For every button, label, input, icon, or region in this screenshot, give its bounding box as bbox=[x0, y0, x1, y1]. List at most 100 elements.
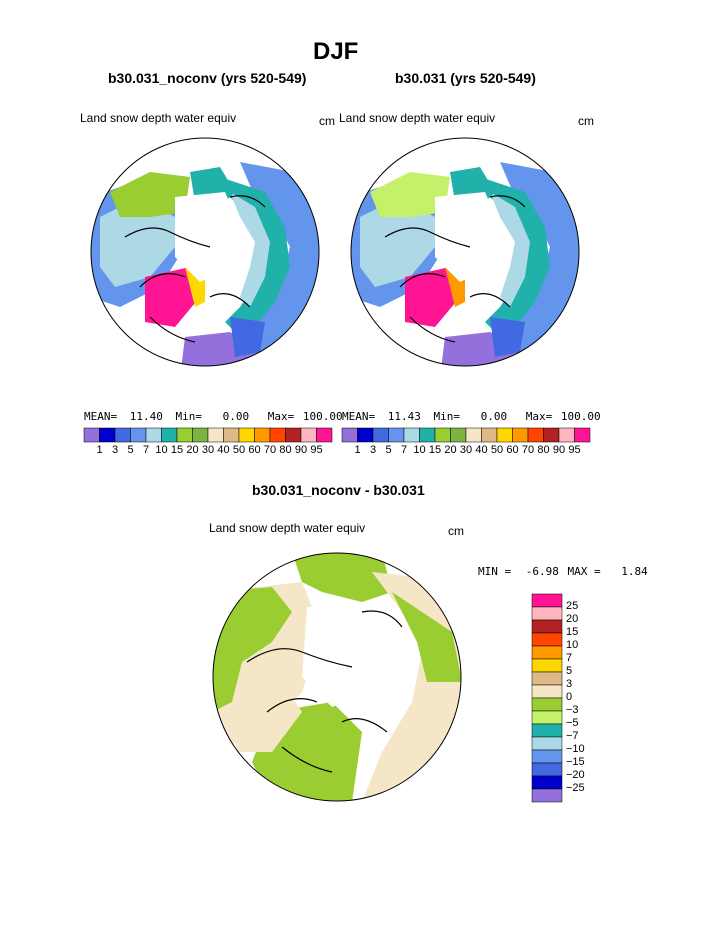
panel1-case-label: b30.031_noconv (yrs 520-549) bbox=[108, 70, 307, 86]
colorbar-label: 20 bbox=[566, 613, 579, 625]
snow-region-northwest bbox=[370, 172, 450, 217]
snow-region-inner-east bbox=[480, 177, 550, 337]
snow-region-west-inner bbox=[100, 197, 175, 287]
colorbar-label: 70 bbox=[263, 444, 277, 456]
colorbar-label: 10 bbox=[566, 639, 579, 651]
colorbar-swatch bbox=[481, 427, 498, 443]
snow-region-west-inner bbox=[360, 197, 435, 287]
colorbar-label: 60 bbox=[506, 444, 519, 456]
panel3-max-value: 1.84 bbox=[621, 565, 648, 578]
colorbar-swatch bbox=[531, 736, 563, 751]
panel2-stats: MEAN= 11.43 Min= 0.00 Max= 100.00 bbox=[342, 410, 601, 423]
colorbar-swatch bbox=[531, 645, 563, 660]
colorbar-label: 1 bbox=[96, 444, 103, 456]
colorbar-label: −15 bbox=[566, 756, 585, 768]
colorbar-swatch bbox=[254, 427, 271, 443]
colorbar-swatch bbox=[341, 427, 358, 443]
colorbar-label: 90 bbox=[552, 444, 566, 456]
colorbar-label: 5 bbox=[385, 444, 392, 456]
colorbar-label: 50 bbox=[232, 444, 246, 456]
diff-region-southwest bbox=[232, 682, 302, 752]
colorbar-label: 80 bbox=[279, 444, 292, 456]
colorbar-swatch bbox=[192, 427, 209, 443]
colorbar-swatch bbox=[316, 427, 333, 443]
panel2-mean-label: MEAN= bbox=[342, 410, 376, 423]
colorbar-label: 40 bbox=[217, 444, 230, 456]
panel2-colorbar-labels: 1 3 5 7 10 15 20 30 40 50 60 70 80 90 95 bbox=[342, 444, 590, 458]
colorbar-swatch bbox=[531, 658, 563, 673]
colorbar-label: 7 bbox=[142, 444, 150, 456]
coastline bbox=[124, 195, 266, 343]
colorbar-label: 7 bbox=[400, 444, 408, 456]
colorbar-label: 20 bbox=[186, 444, 199, 456]
panel3-max-label: MAX = bbox=[567, 565, 601, 578]
panel3-min-label: MIN = bbox=[478, 565, 512, 578]
panel2-min-label: Min= bbox=[433, 410, 461, 423]
colorbar-label: 15 bbox=[170, 444, 184, 456]
colorbar-label: 80 bbox=[537, 444, 550, 456]
colorbar-label: 3 bbox=[566, 678, 573, 690]
panel2-field-label: Land snow depth water equiv bbox=[339, 111, 496, 125]
colorbar-label: 10 bbox=[155, 444, 168, 456]
colorbar-label: 25 bbox=[566, 600, 579, 612]
colorbar-swatch bbox=[531, 723, 563, 738]
panel2-max-value: 100.00 bbox=[560, 410, 601, 423]
coastline bbox=[246, 610, 403, 773]
panel1-min-label: Min= bbox=[175, 410, 203, 423]
colorbar-label: 7 bbox=[566, 652, 573, 664]
polar-map-difference bbox=[212, 552, 462, 802]
colorbar-swatch bbox=[223, 427, 240, 443]
colorbar-swatch bbox=[285, 427, 302, 443]
colorbar-label: 15 bbox=[566, 626, 579, 638]
colorbar-label: 1 bbox=[354, 444, 361, 456]
panel1-max-label: Max= bbox=[267, 410, 295, 423]
colorbar-swatch bbox=[372, 427, 389, 443]
colorbar-label: 0 bbox=[566, 691, 573, 703]
snow-region-heavy bbox=[145, 267, 200, 327]
panel3-field-label: Land snow depth water equiv bbox=[209, 521, 366, 535]
colorbar-swatch bbox=[114, 427, 131, 443]
snow-region-light-east bbox=[230, 192, 270, 307]
panel1-units: cm bbox=[319, 114, 335, 128]
ice-free-center bbox=[302, 602, 387, 707]
panel3-stats: MIN = -6.98 MAX = 1.84 bbox=[478, 565, 648, 578]
panel1-max-value: 100.00 bbox=[302, 410, 343, 423]
diff-region-north bbox=[292, 553, 392, 602]
colorbar-swatch bbox=[574, 427, 591, 443]
ice-free-center bbox=[435, 192, 500, 282]
panel2-max-label: Max= bbox=[525, 410, 553, 423]
colorbar-label: 3 bbox=[111, 444, 119, 456]
snow-region-northwest bbox=[110, 172, 190, 217]
colorbar-swatch bbox=[83, 427, 100, 443]
panel1-mean-label: MEAN= bbox=[84, 410, 118, 423]
colorbar-label: 50 bbox=[490, 444, 504, 456]
colorbar-label: −20 bbox=[566, 769, 585, 781]
colorbar-swatch bbox=[269, 427, 286, 443]
colorbar-swatch bbox=[531, 593, 563, 608]
panel3-units: cm bbox=[448, 524, 464, 538]
colorbar-swatch bbox=[496, 427, 513, 443]
colorbar-swatch bbox=[543, 427, 560, 443]
colorbar-label: 70 bbox=[521, 444, 535, 456]
colorbar-label: 95 bbox=[568, 444, 581, 456]
panel2-colorbar bbox=[341, 427, 591, 443]
colorbar-label: 30 bbox=[201, 444, 215, 456]
panel2-mean-value: 11.43 bbox=[387, 410, 421, 423]
colorbar-swatch bbox=[531, 671, 563, 686]
snow-region-light-east bbox=[490, 192, 530, 307]
colorbar-swatch bbox=[531, 788, 563, 803]
snow-region-heavy bbox=[405, 267, 460, 327]
colorbar-label: 3 bbox=[369, 444, 377, 456]
snow-region-southeast bbox=[490, 317, 525, 357]
difference-colorbar bbox=[531, 593, 563, 803]
colorbar-swatch bbox=[512, 427, 529, 443]
colorbar-swatch bbox=[531, 619, 563, 634]
colorbar-label: −7 bbox=[566, 730, 579, 742]
colorbar-swatch bbox=[531, 710, 563, 725]
colorbar-label: 5 bbox=[566, 665, 573, 677]
panel1-min-value: 0.00 bbox=[222, 410, 250, 423]
panel1-colorbar-labels: 1 3 5 7 10 15 20 30 40 50 60 70 80 90 95 bbox=[84, 444, 332, 458]
polar-map-control bbox=[350, 137, 580, 367]
colorbar-swatch bbox=[130, 427, 147, 443]
colorbar-swatch bbox=[531, 606, 563, 621]
